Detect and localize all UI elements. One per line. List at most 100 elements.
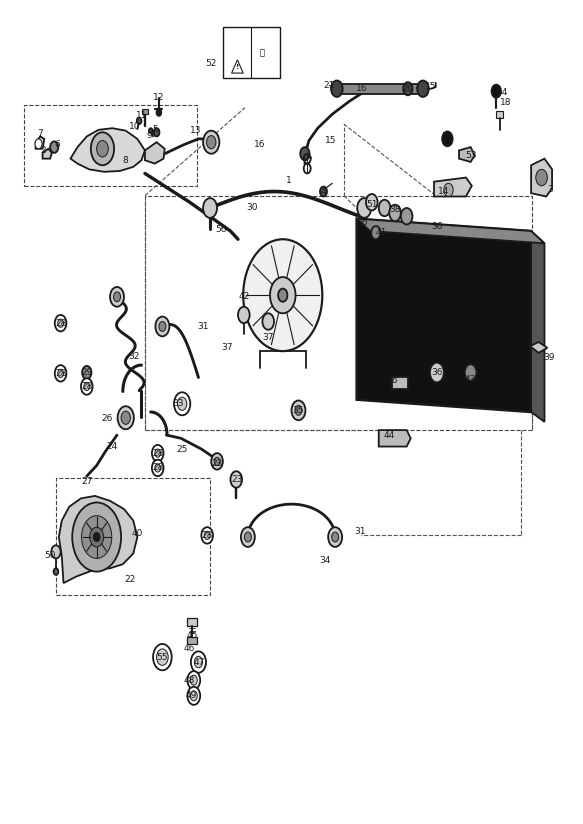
Text: 22: 22	[124, 575, 135, 584]
Bar	[223, 27, 280, 78]
Text: 19: 19	[441, 132, 453, 141]
Text: 9: 9	[146, 131, 152, 140]
Circle shape	[262, 313, 274, 330]
Circle shape	[190, 675, 197, 685]
Circle shape	[155, 449, 161, 457]
Circle shape	[54, 569, 58, 575]
Circle shape	[97, 141, 108, 157]
Bar	[142, 110, 148, 115]
Text: 3: 3	[547, 185, 553, 194]
Circle shape	[401, 208, 413, 224]
Text: 54: 54	[496, 88, 508, 97]
Text: 25: 25	[177, 444, 188, 453]
Bar	[145, 195, 532, 430]
Circle shape	[55, 365, 66, 382]
Circle shape	[430, 363, 444, 382]
Text: 24: 24	[107, 442, 118, 451]
Polygon shape	[459, 147, 475, 162]
Circle shape	[154, 129, 160, 137]
Text: 7: 7	[37, 129, 43, 138]
Circle shape	[157, 110, 161, 116]
Text: 21: 21	[324, 81, 335, 90]
Circle shape	[55, 315, 66, 331]
Polygon shape	[531, 159, 552, 196]
Circle shape	[91, 133, 114, 166]
Circle shape	[243, 239, 322, 351]
Text: 20: 20	[402, 84, 413, 93]
Text: 12: 12	[153, 93, 164, 102]
Circle shape	[137, 118, 142, 124]
Circle shape	[442, 132, 452, 147]
Text: 28: 28	[152, 463, 163, 472]
Circle shape	[90, 527, 104, 547]
Circle shape	[389, 204, 401, 221]
Text: 34: 34	[319, 555, 331, 564]
Circle shape	[191, 652, 206, 672]
Text: 29: 29	[81, 368, 93, 377]
Text: 36: 36	[431, 222, 442, 231]
Circle shape	[332, 532, 339, 542]
Text: 52: 52	[206, 59, 217, 68]
Circle shape	[118, 406, 134, 429]
Polygon shape	[59, 496, 138, 583]
Text: 32: 32	[129, 352, 140, 361]
Text: 42: 42	[238, 293, 250, 302]
Circle shape	[214, 457, 220, 466]
Circle shape	[295, 405, 302, 415]
Circle shape	[152, 445, 164, 461]
Text: 41: 41	[376, 228, 387, 237]
Circle shape	[72, 503, 121, 572]
Circle shape	[152, 460, 164, 476]
Text: 14: 14	[438, 187, 449, 196]
Text: 31: 31	[197, 322, 209, 331]
Text: 56: 56	[357, 218, 368, 227]
Text: 16: 16	[356, 84, 367, 93]
Polygon shape	[531, 231, 545, 422]
Circle shape	[203, 131, 219, 154]
Text: 23: 23	[231, 475, 243, 484]
Circle shape	[270, 277, 296, 313]
Circle shape	[417, 81, 429, 97]
Bar	[56, 478, 210, 595]
Text: 15: 15	[426, 82, 437, 91]
Polygon shape	[231, 60, 243, 73]
Polygon shape	[434, 177, 472, 196]
Polygon shape	[357, 218, 545, 243]
Circle shape	[241, 527, 255, 547]
Text: 31: 31	[354, 527, 366, 536]
Circle shape	[35, 139, 42, 149]
Text: 43: 43	[465, 375, 476, 384]
Circle shape	[357, 198, 371, 218]
Circle shape	[156, 316, 170, 336]
Circle shape	[82, 516, 112, 559]
Circle shape	[58, 369, 64, 377]
Text: 6: 6	[55, 140, 61, 149]
Circle shape	[491, 85, 501, 98]
Text: 39: 39	[543, 353, 554, 363]
Polygon shape	[392, 377, 408, 389]
Text: 46: 46	[184, 644, 195, 653]
Circle shape	[121, 411, 131, 424]
Circle shape	[238, 307, 250, 323]
Text: 48: 48	[184, 676, 195, 685]
Bar	[187, 638, 197, 644]
Text: 17: 17	[301, 157, 313, 166]
Text: 23: 23	[212, 459, 223, 468]
Circle shape	[230, 471, 242, 488]
Bar	[187, 618, 197, 626]
Text: 47: 47	[194, 658, 205, 667]
Circle shape	[211, 453, 223, 470]
Text: 30: 30	[246, 204, 258, 213]
Circle shape	[194, 656, 202, 667]
Text: 35: 35	[293, 406, 304, 414]
Text: 28: 28	[55, 319, 66, 328]
Circle shape	[157, 649, 168, 665]
Polygon shape	[36, 137, 44, 149]
Text: 27: 27	[81, 476, 93, 485]
Circle shape	[536, 169, 547, 185]
Circle shape	[366, 194, 378, 210]
Circle shape	[187, 671, 200, 689]
Circle shape	[82, 366, 92, 379]
Text: 1: 1	[286, 176, 292, 185]
Text: 28: 28	[55, 369, 66, 378]
